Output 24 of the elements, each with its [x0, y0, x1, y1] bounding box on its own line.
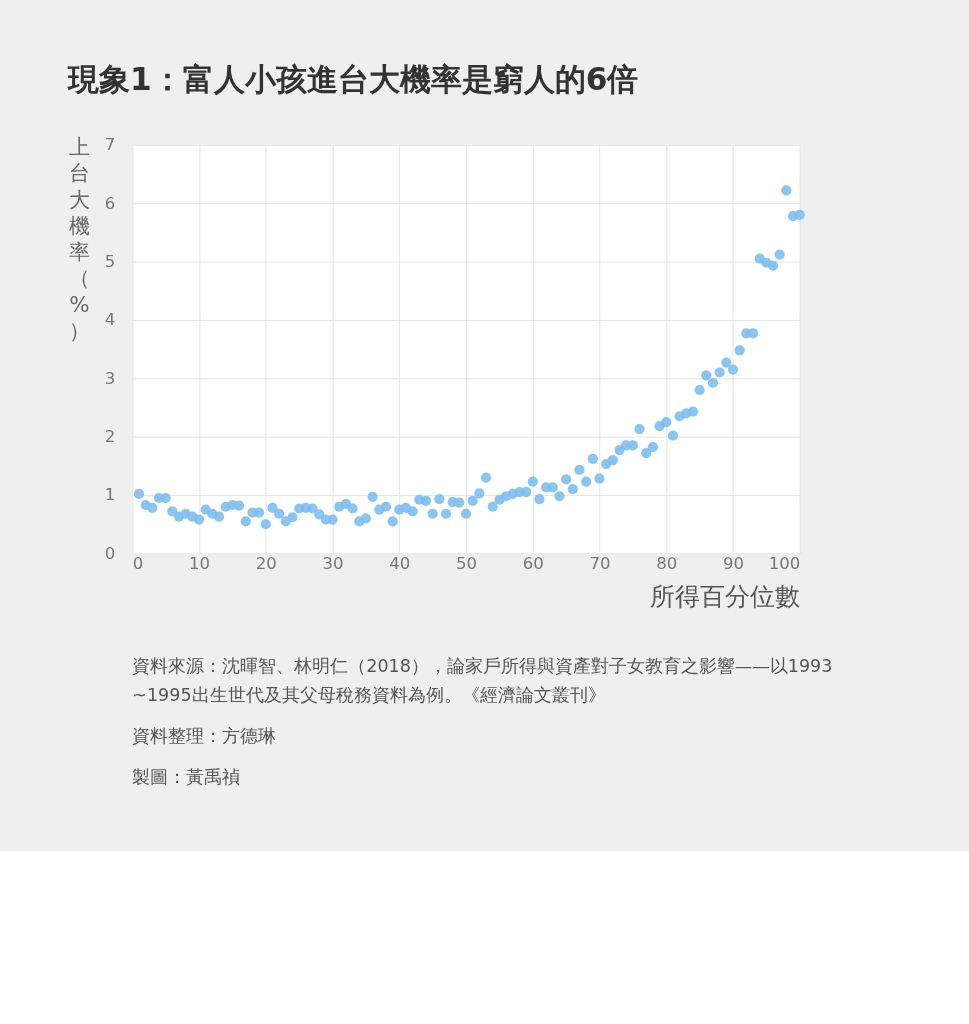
x-tick-label: 40 — [389, 553, 411, 573]
source-note: 資料來源：沈暉智、林明仁（2018），論家戶所得與資產對子女教育之影響——以1993~1995出生世代及其父母稅務資料為例。《經濟論文叢刊》 — [132, 656, 833, 706]
y-tick-label: 7 — [104, 135, 116, 155]
y-tick-label: 6 — [104, 193, 116, 213]
y-tick-label: 1 — [104, 485, 116, 505]
y-tick-label: 4 — [104, 310, 116, 330]
text: 製圖：黃禹禎 — [132, 767, 241, 788]
x-tick-label: 10 — [189, 553, 211, 573]
text: 資料整理：方德琳 — [132, 726, 277, 747]
x-tick-label: 100 — [768, 553, 801, 573]
x-tick-label: 20 — [255, 553, 277, 573]
x-tick-label: 60 — [522, 553, 544, 573]
x-axis-title: 所得百分位數 — [650, 582, 801, 612]
y-tick-label: 3 — [104, 368, 116, 388]
x-tick-label: 80 — [656, 553, 678, 573]
x-tick-label: 70 — [589, 553, 611, 573]
x-tick-label: 0 — [132, 553, 144, 573]
chart-title: 現象1：富人小孩進台大機率是窮人的6倍 — [67, 61, 639, 98]
x-tick-label: 50 — [455, 553, 478, 573]
y-tick-label: 2 — [104, 427, 116, 447]
x-tick-label: 30 — [322, 553, 344, 573]
y-axis-title: 上台大機率（%） — [68, 134, 90, 343]
y-tick-label: 5 — [104, 251, 116, 271]
x-tick-label: 90 — [722, 553, 744, 573]
